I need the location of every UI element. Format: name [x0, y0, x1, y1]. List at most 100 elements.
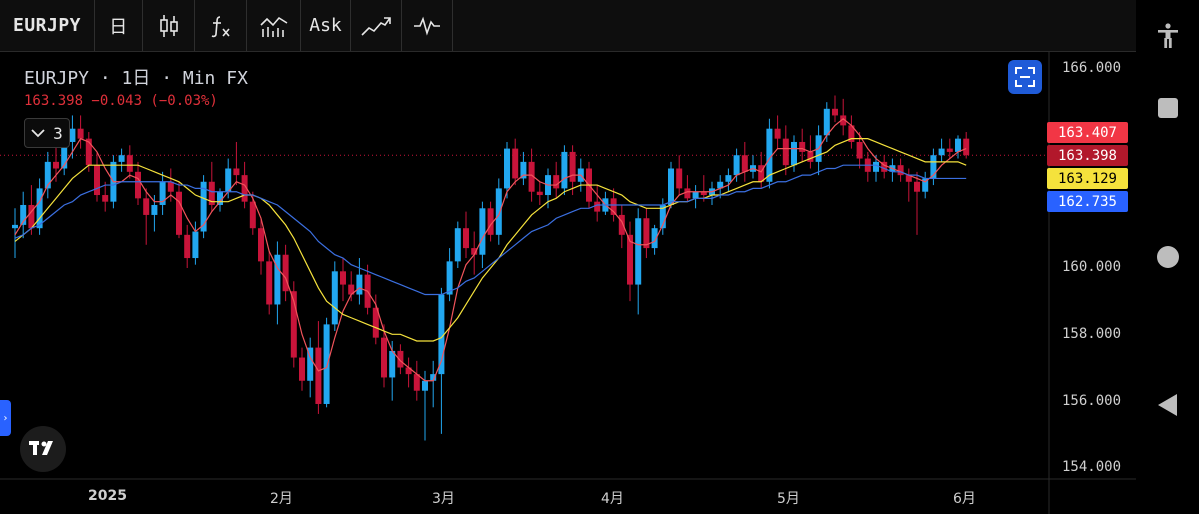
- candle-body: [348, 284, 355, 295]
- candle-body: [282, 254, 289, 292]
- candle-body: [684, 188, 691, 199]
- candle-body: [217, 191, 223, 205]
- candle-body: [249, 201, 256, 229]
- chevron-down-icon: [31, 129, 45, 138]
- candle-body: [881, 161, 888, 172]
- compare-button[interactable]: [351, 0, 402, 51]
- candle-body: [176, 191, 182, 235]
- ask-button[interactable]: Ask: [301, 0, 351, 51]
- candle-body: [102, 195, 109, 202]
- candle-body: [553, 175, 560, 189]
- candle-body: [946, 148, 953, 152]
- candle-body: [225, 168, 232, 192]
- candle-body: [36, 188, 43, 229]
- candle-body: [422, 380, 428, 391]
- candle-body: [832, 108, 838, 116]
- candle-body: [520, 161, 527, 179]
- indicator-count: 3: [53, 123, 63, 143]
- candle-body: [446, 261, 453, 295]
- candle-body: [471, 248, 478, 255]
- candle-body: [569, 151, 576, 182]
- candle-body: [340, 271, 346, 285]
- candle-body: [290, 291, 297, 358]
- candle-body: [53, 161, 59, 169]
- fullscreen-icon: [1015, 67, 1035, 87]
- candle-body: [184, 234, 191, 259]
- candle-body: [848, 125, 855, 142]
- y-axis-label: 154.000: [1062, 459, 1122, 475]
- candle-body: [159, 181, 166, 205]
- candle-body: [200, 181, 207, 232]
- x-axis-label: 5月: [777, 491, 800, 507]
- candle-body: [668, 168, 674, 205]
- candle-body: [766, 128, 773, 182]
- tradingview-logo[interactable]: [20, 426, 66, 472]
- candlestick-icon: [159, 14, 178, 37]
- x-axis-label: 3月: [432, 491, 455, 507]
- templates-button[interactable]: [247, 0, 301, 51]
- tradingview-logo-mark: [29, 441, 53, 455]
- candle-body: [676, 168, 683, 189]
- candle-body: [774, 128, 781, 139]
- symbol-button[interactable]: EURJPY: [0, 0, 95, 51]
- candle-body: [504, 148, 510, 189]
- candle-body: [151, 204, 158, 215]
- candle-body: [807, 151, 814, 162]
- recent-apps-button[interactable]: [1136, 88, 1199, 128]
- candle-body: [528, 161, 535, 192]
- square-icon: [1157, 98, 1178, 118]
- candle-body: [914, 181, 920, 192]
- legend-title: EURJPY · 1日 · Min FX: [24, 68, 248, 89]
- candle-body: [389, 350, 396, 378]
- pulse-icon: [414, 16, 440, 36]
- candle-body: [167, 181, 174, 192]
- ma-fast-line: [14, 117, 967, 382]
- candle-body: [233, 168, 240, 176]
- accessibility-button[interactable]: [1136, 16, 1199, 56]
- candle-body: [12, 224, 18, 229]
- indicators-button[interactable]: [195, 0, 247, 51]
- candle-body: [963, 138, 970, 156]
- candle-body: [143, 198, 150, 215]
- price-chart[interactable]: [0, 52, 1136, 514]
- candle-body: [28, 204, 35, 229]
- candle-body: [512, 148, 519, 179]
- candle-body: [791, 141, 797, 166]
- system-navigation-bar: [1136, 0, 1199, 514]
- candle-body: [315, 347, 322, 404]
- accessibility-icon: [1157, 23, 1178, 48]
- home-button[interactable]: [1136, 237, 1199, 277]
- indicator-toggle-button[interactable]: 3: [24, 118, 70, 148]
- candle-body: [725, 175, 732, 182]
- candle-body: [323, 324, 330, 404]
- candle-body: [77, 128, 84, 139]
- price-tag-ma-slow: 162.735: [1047, 191, 1128, 212]
- candle-body: [454, 228, 461, 262]
- candle-body: [741, 155, 748, 172]
- price-tag-last: 163.398: [1047, 145, 1128, 166]
- chart-type-button[interactable]: [143, 0, 195, 51]
- candle-body: [307, 347, 314, 381]
- triangle-back-icon: [1157, 394, 1177, 416]
- chart-pane[interactable]: [0, 52, 1136, 514]
- candle-body: [717, 181, 724, 189]
- candle-body: [274, 254, 281, 305]
- candle-body: [618, 214, 625, 235]
- candle-body: [487, 208, 494, 235]
- ma-mid-line: [14, 138, 967, 342]
- drawing-toolbar-handle[interactable]: ›: [0, 400, 11, 436]
- price-tag-ma-mid: 163.129: [1047, 168, 1128, 189]
- candle-body: [356, 274, 363, 295]
- replay-button[interactable]: [402, 0, 453, 51]
- fullscreen-button[interactable]: [1008, 60, 1042, 94]
- candle-body: [627, 234, 633, 285]
- candle-body: [241, 175, 248, 202]
- back-button[interactable]: [1136, 385, 1199, 425]
- candle-body: [258, 228, 264, 262]
- x-axis-label: 4月: [601, 491, 624, 507]
- y-axis-label: 158.000: [1062, 326, 1122, 342]
- interval-button[interactable]: 日: [95, 0, 143, 51]
- candle-body: [922, 178, 929, 192]
- candle-body: [208, 181, 215, 205]
- candle-body: [758, 165, 765, 182]
